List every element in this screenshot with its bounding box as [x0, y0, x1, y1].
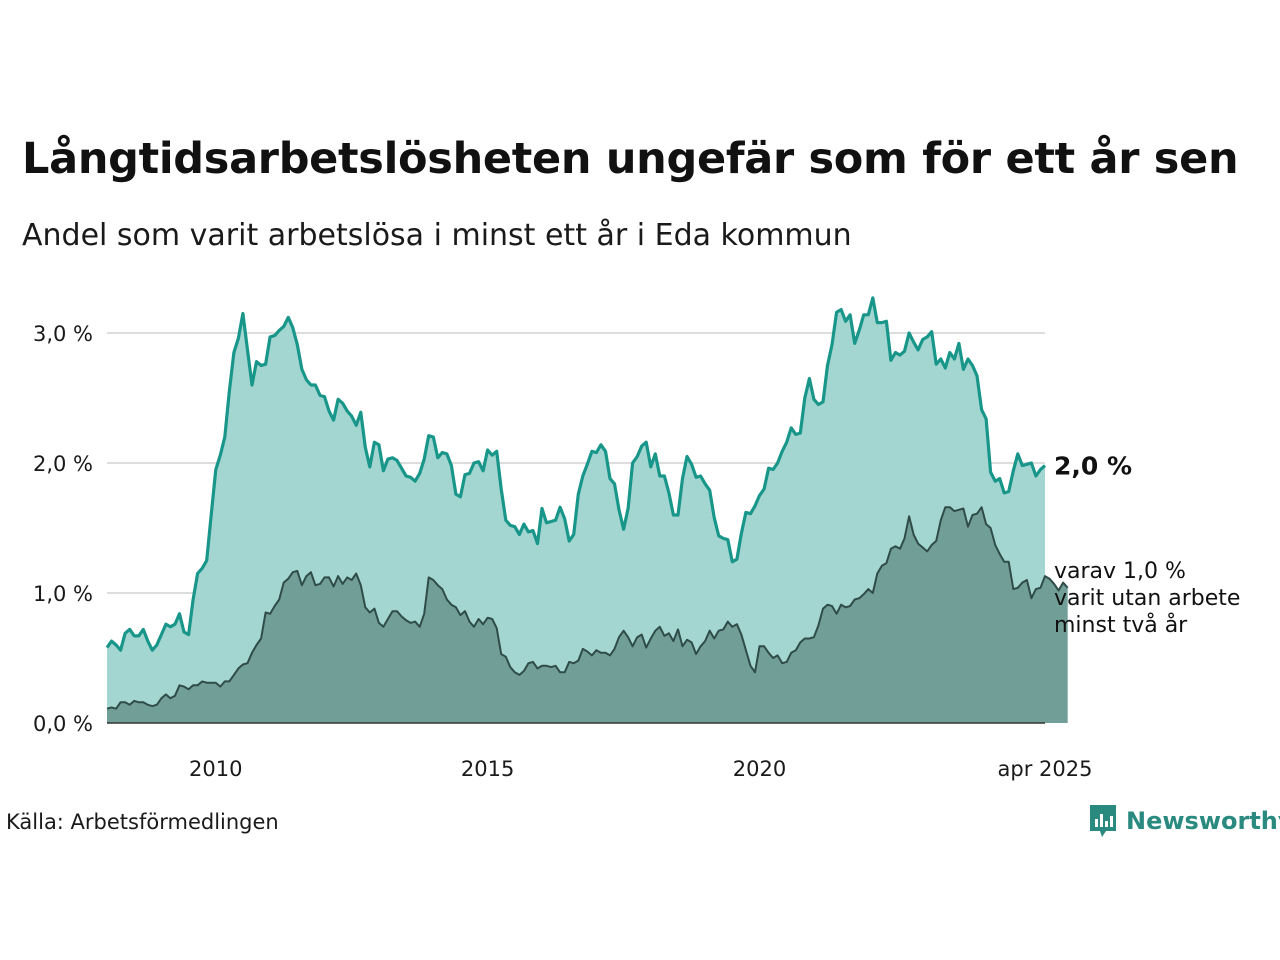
- brand-name: Newsworthy: [1126, 807, 1280, 835]
- area-layer: [105, 296, 1069, 723]
- two-year-line: [106, 506, 1069, 710]
- two-year-end-label-line-3: minst två år: [1054, 612, 1188, 638]
- y-tick-label: 2,0 %: [33, 452, 93, 476]
- chart-title: Långtidsarbetslösheten ungefär som för e…: [22, 134, 1239, 184]
- total-line: [105, 296, 1047, 652]
- axis-layer: 0,0 % 1,0 % 2,0 % 3,0 % 2010 2015 2020 apr 2025: [33, 322, 1093, 781]
- y-tick-label: 0,0 %: [33, 712, 93, 736]
- x-tick-label: 2010: [189, 757, 242, 781]
- x-tick-label: 2020: [733, 757, 786, 781]
- total-end-label: 2,0 %: [1054, 452, 1132, 481]
- two-year-end-label-line-2: varit utan arbete: [1054, 586, 1240, 611]
- two-year-end-label-line-1: varav 1,0 %: [1054, 559, 1186, 584]
- source-note: Källa: Arbetsförmedlingen: [6, 810, 279, 834]
- y-tick-label: 3,0 %: [33, 322, 93, 346]
- y-tick-label: 1,0 %: [33, 582, 93, 606]
- x-tick-label: 2015: [461, 757, 514, 781]
- end-labels: 2,0 % varav 1,0 % varit utan arbete mins…: [1054, 452, 1240, 638]
- chart-subtitle: Andel som varit arbetslösa i minst ett å…: [22, 218, 852, 253]
- brand-logo: Newsworthy: [1088, 803, 1280, 839]
- two-year-area: [107, 507, 1068, 723]
- x-tick-label: apr 2025: [998, 757, 1093, 781]
- newsworthy-logo-icon: [1090, 805, 1116, 837]
